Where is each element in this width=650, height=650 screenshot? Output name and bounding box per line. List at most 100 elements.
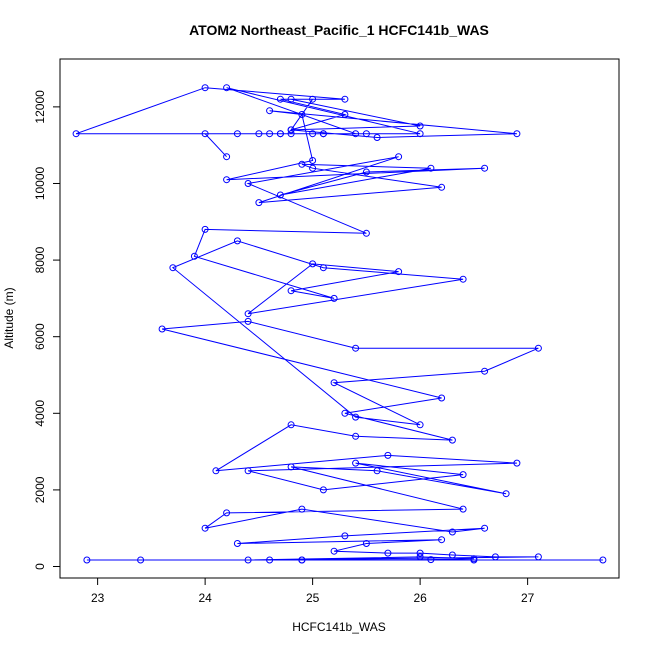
data-point <box>481 367 489 375</box>
data-point <box>427 556 435 564</box>
data-point <box>362 540 370 547</box>
data-point <box>395 268 403 276</box>
data-point <box>395 153 403 161</box>
data-point <box>416 549 424 557</box>
data-point <box>287 130 295 138</box>
y-tick-label: 10000 <box>33 166 47 200</box>
data-point <box>309 164 317 172</box>
data-point <box>255 199 263 207</box>
data-point <box>373 134 381 141</box>
data-point <box>276 191 284 199</box>
data-point <box>72 130 80 138</box>
data-point <box>190 252 198 260</box>
x-tick-label: 23 <box>91 591 105 605</box>
data-point <box>448 551 456 559</box>
data-point <box>287 421 295 429</box>
data-point <box>362 229 370 237</box>
y-axis-label: Altitude (m) <box>2 287 16 348</box>
x-axis-label: HCFC141b_WAS <box>292 620 386 634</box>
data-point <box>438 536 446 544</box>
data-point <box>201 225 209 233</box>
data-point <box>330 294 338 302</box>
data-point <box>255 130 263 138</box>
data-point <box>459 505 467 513</box>
data-layer <box>72 84 607 564</box>
data-point <box>416 421 424 429</box>
data-point <box>244 310 252 318</box>
data-point <box>266 130 274 138</box>
data-point <box>287 463 295 471</box>
data-point <box>244 467 252 475</box>
data-point <box>341 409 349 417</box>
data-point <box>470 555 478 563</box>
data-point <box>341 111 349 118</box>
data-point <box>309 157 317 164</box>
x-axis: 23 24 25 26 27 <box>91 577 535 605</box>
data-point <box>481 524 489 532</box>
data-point <box>309 260 317 268</box>
x-tick-label: 24 <box>198 591 212 605</box>
data-point <box>352 432 360 440</box>
data-point <box>223 84 231 92</box>
data-point <box>448 528 456 536</box>
data-point <box>330 379 338 387</box>
y-axis: 0 2000 4000 6000 8000 10000 12000 <box>33 90 61 570</box>
data-point <box>298 556 306 564</box>
data-point <box>319 264 327 272</box>
x-tick-label: 25 <box>306 591 320 605</box>
data-point <box>223 153 231 161</box>
plot-frame <box>59 58 620 579</box>
data-point <box>266 556 274 564</box>
data-point <box>158 325 166 333</box>
y-tick-label: 8000 <box>33 246 47 273</box>
data-point <box>298 160 306 168</box>
y-tick-label: 4000 <box>33 400 47 427</box>
data-point <box>513 130 521 138</box>
data-point <box>223 176 231 184</box>
data-point <box>83 556 91 564</box>
data-point <box>534 553 542 561</box>
data-point <box>201 84 209 92</box>
data-point <box>298 505 306 513</box>
data-point <box>362 168 370 176</box>
data-point <box>416 130 424 138</box>
data-point <box>137 556 145 564</box>
data-point <box>513 459 521 467</box>
data-point <box>352 130 360 138</box>
data-point <box>352 413 360 421</box>
data-point <box>287 126 295 134</box>
data-point <box>201 130 209 138</box>
data-point <box>233 540 241 547</box>
data-point <box>448 436 456 444</box>
data-point <box>352 344 360 352</box>
data-point <box>223 509 231 517</box>
data-point <box>276 95 284 103</box>
data-point <box>212 467 220 475</box>
data-point <box>384 549 392 557</box>
data-point <box>309 95 317 103</box>
y-tick-label: 6000 <box>33 323 47 350</box>
data-point <box>244 180 252 187</box>
data-point <box>319 486 327 494</box>
data-point <box>201 524 209 532</box>
data-point <box>330 547 338 555</box>
data-point <box>319 130 327 138</box>
data-point <box>534 344 542 352</box>
data-point <box>459 471 467 479</box>
data-point <box>233 130 241 138</box>
data-point <box>459 275 467 283</box>
data-point <box>373 467 381 475</box>
chart-title: ATOM2 Northeast_Pacific_1 HCFC141b_WAS <box>189 22 489 38</box>
data-point <box>491 553 499 561</box>
data-point <box>481 164 489 172</box>
series-line <box>75 87 603 561</box>
data-point <box>341 532 349 540</box>
data-point <box>244 317 252 325</box>
data-point <box>169 264 177 272</box>
y-tick-label: 2000 <box>33 476 47 503</box>
data-point <box>287 95 295 103</box>
data-point <box>427 164 435 172</box>
x-tick-label: 27 <box>521 591 535 605</box>
data-point <box>599 556 607 564</box>
